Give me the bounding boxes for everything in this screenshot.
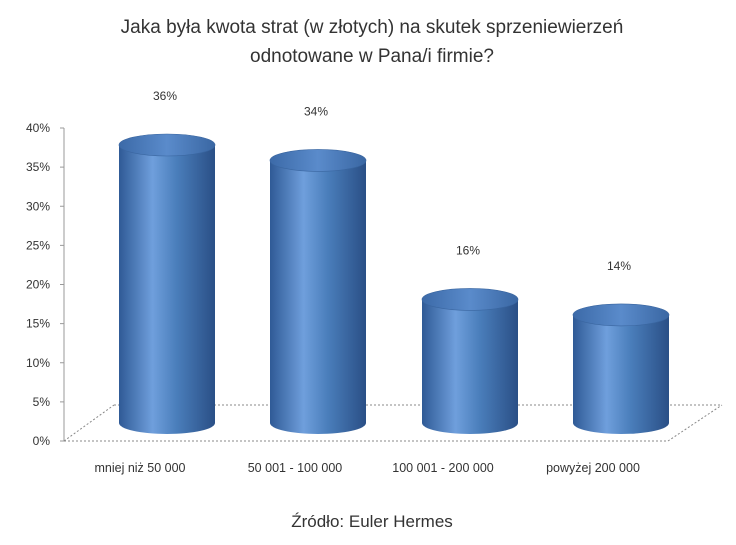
- y-tick-label: 5%: [33, 395, 51, 409]
- bar: [572, 303, 670, 434]
- data-label: 36%: [153, 89, 177, 103]
- y-tick-label: 15%: [26, 317, 50, 331]
- data-label: 16%: [456, 243, 480, 257]
- bar-body: [270, 160, 366, 434]
- category-labels-group: mniej niż 50 000 50 001 - 100 000 100 001 …: [94, 461, 639, 475]
- bar-top: [421, 288, 519, 311]
- chart-floor: [63, 404, 723, 442]
- y-tick-label: 40%: [26, 121, 50, 135]
- chart-title-line-1: Jaka była kwota strat (w złotych) na sku…: [121, 17, 624, 38]
- bar-body: [422, 299, 518, 434]
- bar-top: [269, 149, 367, 172]
- category-label: 100 001 - 200 000: [392, 461, 494, 475]
- y-tick-label: 25%: [26, 238, 50, 252]
- y-tick-label: 35%: [26, 160, 50, 174]
- bar-top: [572, 303, 670, 327]
- data-label: 14%: [607, 259, 631, 273]
- bar-top: [118, 133, 216, 157]
- data-label: 34%: [304, 104, 328, 118]
- category-label: mniej niż 50 000: [94, 461, 185, 475]
- bar-body: [573, 314, 669, 434]
- bar: [421, 288, 519, 434]
- y-tick-label: 20%: [26, 278, 50, 292]
- y-tick-label: 10%: [26, 356, 50, 370]
- bar: [269, 149, 367, 434]
- bar: [118, 133, 216, 434]
- chart-title-line-2: odnotowane w Pana/i firmie?: [250, 46, 494, 67]
- data-labels-group: 36% 34% 16% 14%: [153, 89, 631, 273]
- source-note: Źródło: Euler Hermes: [291, 512, 453, 531]
- y-axis-ticks: 0% 5% 10% 15% 20% 25% 30% 35% 40%: [26, 121, 64, 448]
- category-label: 50 001 - 100 000: [248, 461, 343, 475]
- bars-group: [118, 133, 670, 434]
- y-tick-label: 30%: [26, 199, 50, 213]
- bar-body: [119, 145, 215, 434]
- y-tick-label: 0%: [33, 434, 51, 448]
- category-label: powyżej 200 000: [546, 461, 640, 475]
